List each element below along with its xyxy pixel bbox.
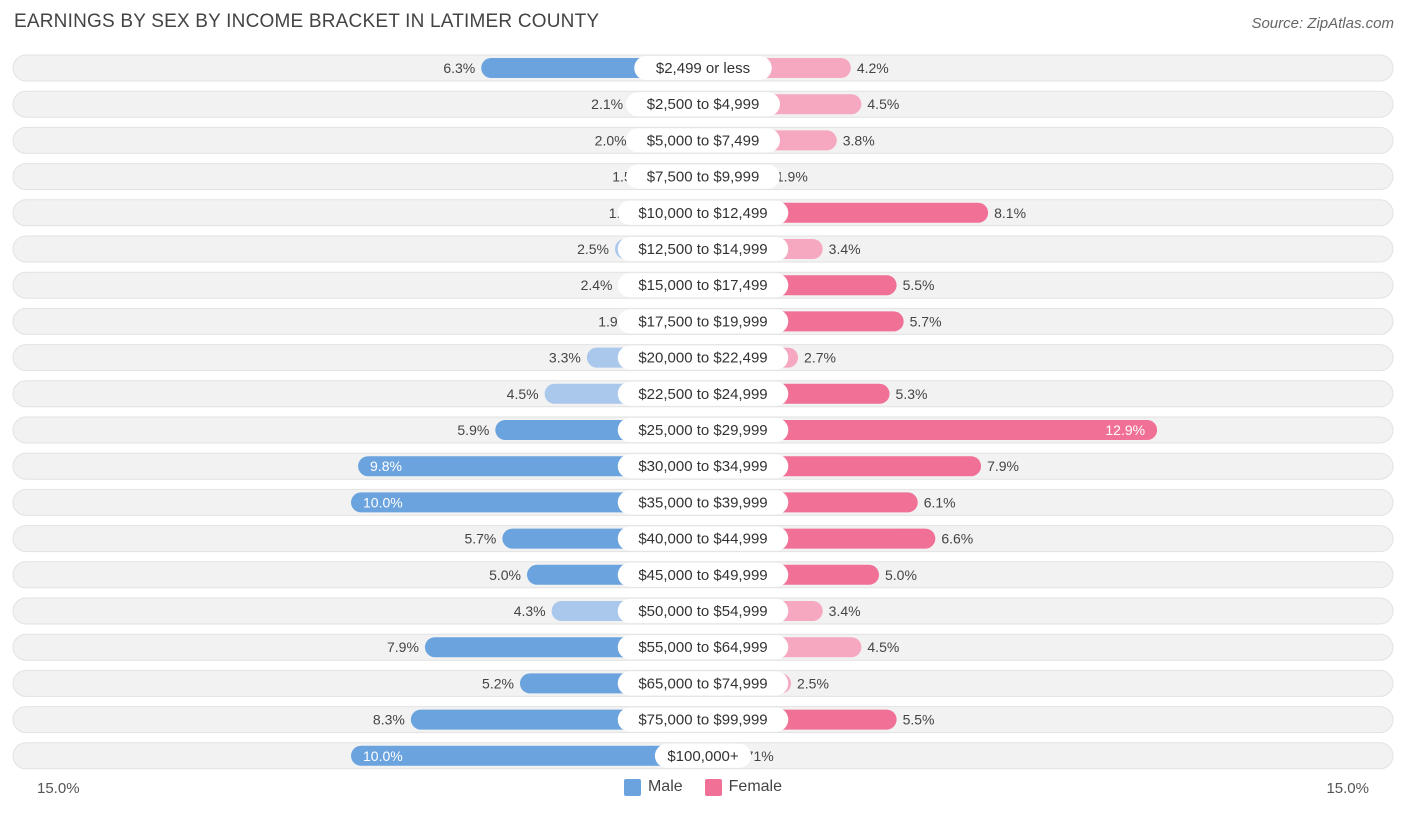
category-label-bg	[617, 490, 789, 515]
value-label-female: 12.9%	[1105, 422, 1145, 438]
value-label-female: 4.2%	[857, 60, 889, 76]
value-label-male: 2.0%	[595, 132, 627, 148]
category-label-bg	[617, 345, 789, 370]
value-label-male: 6.3%	[443, 60, 475, 76]
value-label-female: 2.7%	[804, 350, 836, 366]
value-label-male: 5.0%	[489, 567, 521, 583]
category-label-bg	[617, 599, 789, 623]
category-label: $20,000 to $22,499	[638, 350, 767, 367]
bar-male	[351, 492, 703, 513]
bar-female	[703, 420, 1158, 440]
category-label: $25,000 to $29,999	[638, 422, 767, 439]
value-label-male: 5.9%	[457, 422, 489, 438]
value-label-male: 9.8%	[370, 458, 402, 474]
value-label-male: 2.4%	[581, 277, 613, 293]
category-label-bg	[617, 707, 789, 732]
value-label-female: 7.9%	[987, 458, 1019, 474]
value-label-male: 4.3%	[514, 603, 546, 619]
category-label: $45,000 to $49,999	[638, 567, 767, 584]
source-credit: Source: ZipAtlas.com	[1251, 15, 1394, 32]
value-label-female: 5.5%	[903, 712, 935, 728]
legend: Male Female	[0, 778, 1406, 796]
category-label: $30,000 to $34,999	[638, 458, 767, 475]
category-label-bg	[617, 635, 789, 660]
value-label-female: 4.5%	[867, 96, 899, 112]
value-label-female: 3.4%	[829, 603, 861, 619]
value-label-female: 3.4%	[829, 241, 861, 257]
category-label-bg	[626, 164, 780, 189]
category-label: $7,500 to $9,999	[647, 169, 760, 186]
value-label-male: 2.1%	[591, 96, 623, 112]
legend-swatch-female	[704, 778, 722, 796]
legend-item-female[interactable]: Female	[704, 778, 783, 796]
bar-male	[351, 745, 703, 766]
category-label: $17,500 to $19,999	[638, 313, 767, 330]
value-label-female: 5.3%	[896, 386, 928, 402]
category-label-bg	[617, 418, 789, 442]
value-label-male: 10.0%	[363, 494, 403, 510]
category-label-bg	[617, 562, 789, 587]
value-label-male: 7.9%	[387, 639, 419, 655]
category-label: $55,000 to $64,999	[638, 639, 767, 656]
category-label: $50,000 to $54,999	[638, 603, 767, 620]
bar-male	[358, 456, 703, 477]
category-label: $65,000 to $74,999	[638, 675, 767, 692]
category-label: $10,000 to $12,499	[638, 205, 767, 222]
category-label-bg	[617, 273, 789, 298]
category-label: $12,500 to $14,999	[638, 241, 767, 258]
value-label-female: 6.1%	[924, 494, 956, 510]
category-label: $22,500 to $24,999	[638, 386, 767, 403]
value-label-female: 5.5%	[903, 277, 935, 293]
legend-swatch-male	[623, 778, 641, 796]
value-label-male: 2.5%	[577, 241, 609, 257]
value-label-male: 4.5%	[507, 386, 539, 402]
value-label-female: 5.7%	[910, 313, 942, 329]
category-label: $2,499 or less	[656, 60, 750, 77]
legend-label-female: Female	[728, 778, 783, 795]
value-label-male: 8.3%	[373, 712, 405, 728]
value-label-female: 1.9%	[776, 169, 808, 185]
legend-item-male[interactable]: Male	[623, 778, 683, 796]
value-label-female: 5.0%	[885, 567, 917, 583]
category-label: $75,000 to $99,999	[638, 712, 767, 729]
category-label-bg	[626, 128, 780, 153]
value-label-female: 8.1%	[994, 205, 1026, 221]
value-label-female: 6.6%	[941, 531, 973, 547]
category-label-bg	[617, 526, 789, 551]
category-label-bg	[617, 237, 789, 261]
axis-max-label: 15.0%	[1326, 780, 1369, 797]
category-label-bg	[654, 743, 752, 768]
category-label-bg	[617, 200, 789, 225]
value-label-male: 5.7%	[464, 531, 496, 547]
category-label-bg	[634, 56, 772, 80]
category-label: $2,500 to $4,999	[647, 96, 760, 113]
axis-min-label: 15.0%	[37, 780, 80, 797]
category-label-bg	[617, 671, 789, 696]
value-label-female: 4.5%	[867, 639, 899, 655]
category-label-bg	[617, 309, 789, 334]
category-label-bg	[617, 454, 789, 479]
value-label-female: 3.8%	[843, 132, 875, 148]
category-label: $35,000 to $39,999	[638, 494, 767, 511]
category-label-bg	[617, 381, 789, 406]
category-label-bg	[626, 92, 780, 117]
category-label: $40,000 to $44,999	[638, 531, 767, 548]
legend-label-male: Male	[647, 778, 683, 795]
category-label: $100,000+	[667, 748, 739, 765]
value-label-female: 2.5%	[797, 675, 829, 691]
value-label-male: 10.0%	[363, 748, 403, 764]
category-label: $15,000 to $17,499	[638, 277, 767, 294]
category-label: $5,000 to $7,499	[647, 132, 760, 149]
chart-title: EARNINGS BY SEX BY INCOME BRACKET IN LAT…	[14, 11, 600, 32]
value-label-male: 3.3%	[549, 350, 581, 366]
value-label-male: 5.2%	[482, 675, 514, 691]
